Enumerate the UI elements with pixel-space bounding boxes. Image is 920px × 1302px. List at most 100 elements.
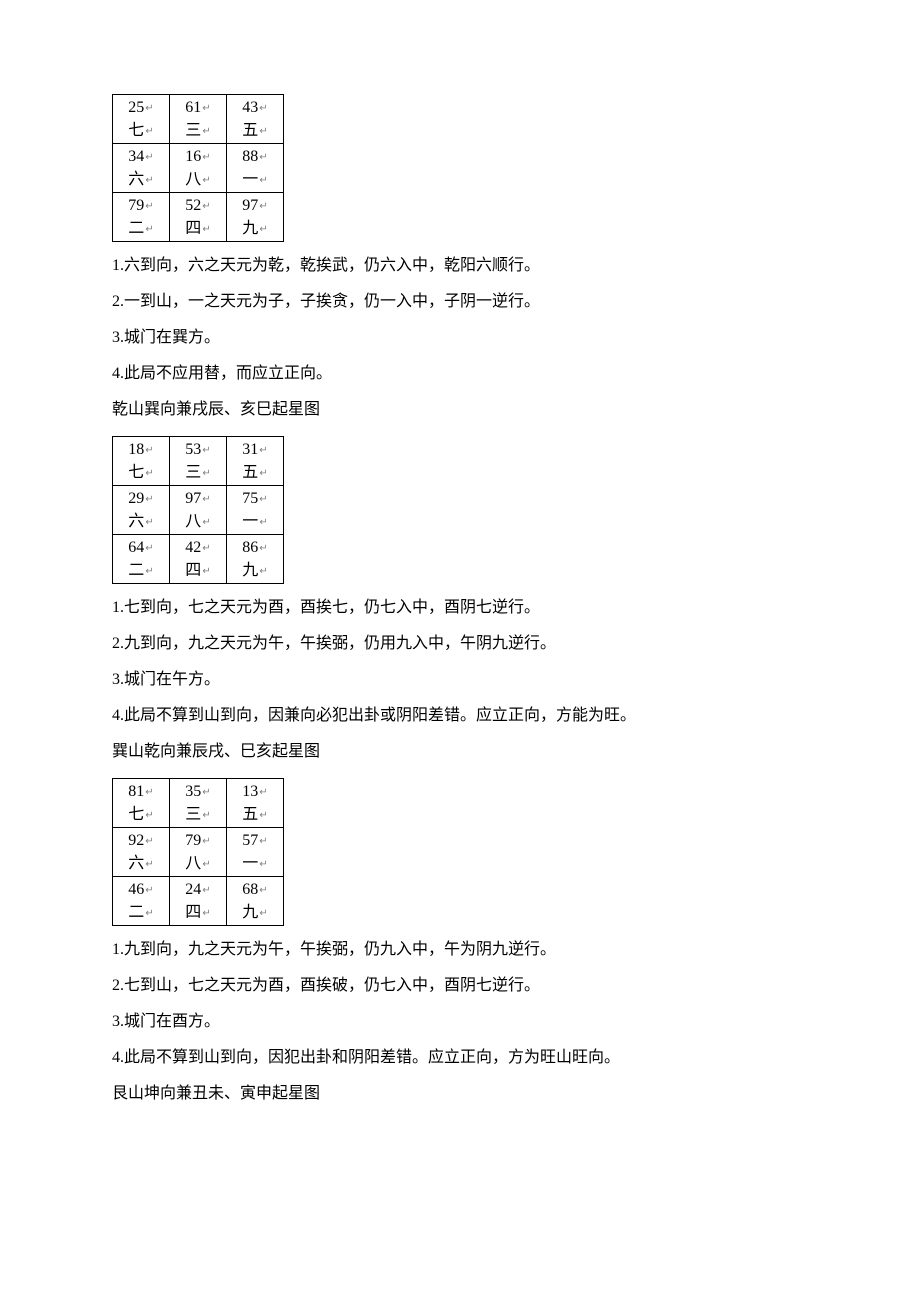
grid-cell: 64↵二↵ bbox=[113, 535, 170, 584]
cell-chinese: 六 bbox=[128, 171, 144, 188]
cell-number: 92 bbox=[128, 832, 144, 849]
cell-chinese: 五 bbox=[242, 122, 258, 139]
return-marker: ↵ bbox=[258, 859, 267, 870]
grid-cell: 43↵五↵ bbox=[227, 95, 284, 144]
explanation-line: 4.此局不算到山到向，因兼向必犯出卦或阴阳差错。应立正向，方能为旺。 bbox=[112, 706, 820, 726]
return-marker: ↵ bbox=[258, 885, 267, 896]
explanation-line: 1.七到向，七之天元为酉，酉挨七，仍七入中，酉阴七逆行。 bbox=[112, 598, 820, 618]
grid-cell: 97↵八↵ bbox=[170, 486, 227, 535]
grid-cell: 34↵六↵ bbox=[113, 144, 170, 193]
explanation-line: 1.六到向，六之天元为乾，乾挨武，仍六入中，乾阳六顺行。 bbox=[112, 256, 820, 276]
return-marker: ↵ bbox=[201, 445, 210, 456]
cell-chinese: 九 bbox=[242, 562, 258, 579]
cell-number: 46 bbox=[128, 881, 144, 898]
return-marker: ↵ bbox=[201, 468, 210, 479]
table-row: 79 ↵ 二 ↵ 52↵四↵ 97↵九↵ bbox=[113, 193, 284, 242]
return-marker: ↵ bbox=[201, 224, 210, 235]
cell-number: 35 bbox=[185, 783, 201, 800]
chart-title: 艮山坤向兼丑未、寅申起星图 bbox=[112, 1084, 820, 1104]
flying-star-grid-1: 25↵七↵ 61↵三↵ 43↵五↵ 34↵六↵ 16↵八↵ 88↵一↵ 79↵二… bbox=[112, 94, 284, 242]
return-marker: ↵ bbox=[258, 810, 267, 821]
grid-cell: 57↵一↵ bbox=[227, 828, 284, 877]
cell-chinese: 一 bbox=[242, 855, 258, 872]
cell-number: 86 bbox=[242, 539, 258, 556]
grid-cell: 52↵四↵ bbox=[170, 193, 227, 242]
grid-cell: 68↵九↵ bbox=[227, 877, 284, 926]
cell-number: 29 bbox=[128, 490, 144, 507]
cell-number: 53 bbox=[185, 441, 201, 458]
grid-cell: 88↵一↵ bbox=[227, 144, 284, 193]
return-marker: ↵ bbox=[144, 787, 153, 798]
grid-cell: 97↵九↵ bbox=[227, 193, 284, 242]
cell-number: 16 bbox=[185, 148, 201, 165]
grid-cell: 53↵三↵ bbox=[170, 437, 227, 486]
cell-chinese: 二 bbox=[128, 220, 144, 237]
return-marker: ↵ bbox=[201, 175, 210, 186]
grid-cell: 61↵三↵ bbox=[170, 95, 227, 144]
explanation-line: 2.七到山，七之天元为酉，酉挨破，仍七入中，酉阴七逆行。 bbox=[112, 976, 820, 996]
flying-star-grid-3: 81↵七↵ 35↵三↵ 13↵五↵ 92↵六↵ 79↵八↵ 57↵一↵ 46↵二… bbox=[112, 778, 284, 926]
cell-chinese: 八 bbox=[185, 171, 201, 188]
return-marker: ↵ bbox=[258, 201, 267, 212]
table-row: 64↵二↵ 42↵四↵ 86↵九↵ bbox=[113, 535, 284, 584]
return-marker: ↵ bbox=[144, 445, 153, 456]
return-marker: ↵ bbox=[201, 787, 210, 798]
grid-cell: 24↵四↵ bbox=[170, 877, 227, 926]
chart-title: 巽山乾向兼辰戌、巳亥起星图 bbox=[112, 742, 820, 762]
cell-number: 52 bbox=[185, 197, 201, 214]
cell-chinese: 五 bbox=[242, 464, 258, 481]
cell-number: 43 bbox=[242, 99, 258, 116]
cell-number: 79 bbox=[128, 197, 144, 214]
return-marker: ↵ bbox=[201, 152, 210, 163]
return-marker: ↵ bbox=[258, 103, 267, 114]
return-marker: ↵ bbox=[258, 543, 267, 554]
explanation-line: 3.城门在巽方。 bbox=[112, 328, 820, 348]
cell-chinese: 五 bbox=[242, 806, 258, 823]
return-marker: ↵ bbox=[144, 175, 153, 186]
cell-chinese: 八 bbox=[185, 513, 201, 530]
return-marker: ↵ bbox=[144, 836, 153, 847]
cell-number: 61 bbox=[185, 99, 201, 116]
grid-cell: 42↵四↵ bbox=[170, 535, 227, 584]
return-marker: ↵ bbox=[144, 543, 153, 554]
return-marker: ↵ bbox=[258, 566, 267, 577]
return-marker: ↵ bbox=[144, 859, 153, 870]
return-marker: ↵ bbox=[201, 103, 210, 114]
cell-chinese: 三 bbox=[185, 122, 201, 139]
cell-number: 79 bbox=[185, 832, 201, 849]
cell-number: 24 bbox=[185, 881, 201, 898]
return-marker: ↵ bbox=[201, 494, 210, 505]
return-marker: ↵ bbox=[201, 201, 210, 212]
grid-cell: 81↵七↵ bbox=[113, 779, 170, 828]
return-marker: ↵ bbox=[258, 175, 267, 186]
grid-cell: 79↵八↵ bbox=[170, 828, 227, 877]
table-row: 29↵六↵ 97↵八↵ 75↵一↵ bbox=[113, 486, 284, 535]
return-marker: ↵ bbox=[258, 445, 267, 456]
return-marker: ↵ bbox=[258, 224, 267, 235]
table-row: 81↵七↵ 35↵三↵ 13↵五↵ bbox=[113, 779, 284, 828]
chart-title: 乾山巽向兼戌辰、亥巳起星图 bbox=[112, 400, 820, 420]
grid-cell: 25↵七↵ bbox=[113, 95, 170, 144]
cell-chinese: 二 bbox=[128, 904, 144, 921]
cell-chinese: 四 bbox=[185, 904, 201, 921]
cell-number: 25 bbox=[128, 99, 144, 116]
explanation-line: 3.城门在酉方。 bbox=[112, 1012, 820, 1032]
cell-chinese: 七 bbox=[128, 122, 144, 139]
cell-number: 88 bbox=[242, 148, 258, 165]
return-marker: ↵ bbox=[201, 543, 210, 554]
return-marker: ↵ bbox=[201, 517, 210, 528]
return-marker: ↵ bbox=[144, 103, 153, 114]
return-marker: ↵ bbox=[144, 126, 153, 137]
cell-chinese: 八 bbox=[185, 855, 201, 872]
cell-chinese: 一 bbox=[242, 171, 258, 188]
table-row: 25↵七↵ 61↵三↵ 43↵五↵ bbox=[113, 95, 284, 144]
return-marker: ↵ bbox=[201, 908, 210, 919]
flying-star-grid-2: 18↵七↵ 53↵三↵ 31↵五↵ 29↵六↵ 97↵八↵ 75↵一↵ 64↵二… bbox=[112, 436, 284, 584]
cell-number: 34 bbox=[128, 148, 144, 165]
cell-chinese: 三 bbox=[185, 806, 201, 823]
return-marker: ↵ bbox=[258, 787, 267, 798]
cell-number: 75 bbox=[242, 490, 258, 507]
return-marker: ↵ bbox=[144, 152, 153, 163]
table-row: 18↵七↵ 53↵三↵ 31↵五↵ bbox=[113, 437, 284, 486]
return-marker: ↵ bbox=[201, 126, 210, 137]
